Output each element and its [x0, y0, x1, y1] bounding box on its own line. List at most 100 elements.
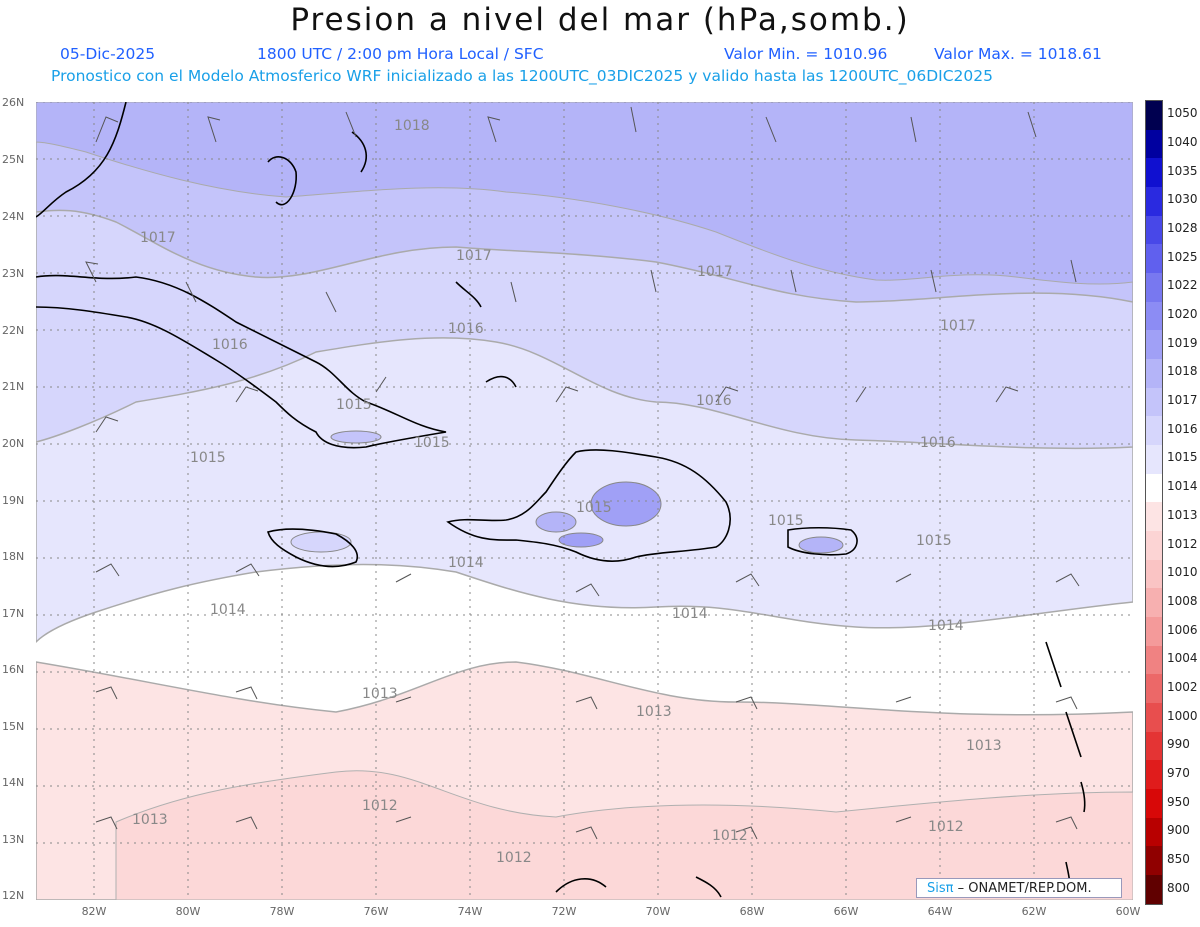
lat-label: 24N [2, 210, 25, 223]
colorbar-cell [1146, 416, 1162, 446]
label-1015-b: 1015 [414, 435, 450, 451]
wind-barbs [85, 106, 1080, 840]
label-1015-c: 1015 [190, 450, 226, 466]
colorbar-cell [1146, 531, 1162, 560]
map-title: Presion a nivel del mar (hPa,somb.) [290, 2, 910, 38]
lon-label: 62W [1021, 905, 1047, 918]
colorbar-label: 1028 [1167, 221, 1198, 236]
pressure-map: 1018 1017 1017 1017 1017 1016 1016 1016 … [36, 102, 1133, 900]
colorbar-cell [1146, 674, 1162, 704]
lat-label: 26N [2, 96, 25, 109]
cuba-coast [36, 274, 447, 449]
colorbar-cell [1146, 703, 1162, 732]
hispaniola-coast [446, 449, 731, 562]
colorbar-cell [1146, 387, 1162, 417]
lon-label: 82W [81, 905, 107, 918]
label-1016-a: 1016 [212, 337, 248, 353]
label-1015-e: 1015 [768, 513, 804, 529]
colorbar-label: 1040 [1167, 135, 1198, 150]
inagua-coast [455, 281, 482, 308]
colorbar-cell [1146, 789, 1162, 818]
lon-label: 64W [927, 905, 953, 918]
colorbar-cell [1146, 215, 1162, 245]
jamaica-coast [266, 528, 358, 568]
label-1012-d: 1012 [928, 819, 964, 835]
label-1012-b: 1012 [712, 828, 748, 844]
antilles-3 [1080, 781, 1086, 813]
contour-labels: 1018 1017 1017 1017 1017 1016 1016 1016 … [132, 118, 1002, 866]
value-min: Valor Min. = 1010.96 [724, 45, 888, 63]
colorbar-label: 1018 [1167, 364, 1198, 379]
label-1016-d: 1016 [920, 435, 956, 451]
colorbar-label: 850 [1167, 851, 1190, 866]
colorbar-label: 1020 [1167, 307, 1198, 322]
blob-hispaniola-3 [558, 532, 604, 548]
colorbar-cell [1146, 187, 1162, 216]
blob-jamaica [290, 531, 352, 553]
lon-label: 78W [269, 905, 295, 918]
lon-label: 70W [645, 905, 671, 918]
label-1015-d: 1015 [576, 500, 612, 516]
colorbar-label: 1000 [1167, 708, 1198, 723]
lat-label: 23N [2, 267, 25, 280]
colorbar-cell [1146, 359, 1162, 388]
lat-label: 16N [2, 663, 25, 676]
colorbar-label: 900 [1167, 823, 1190, 838]
blob-cuba-east [330, 430, 382, 444]
colorbar-cell [1146, 760, 1162, 790]
label-1014-c: 1014 [672, 606, 708, 622]
colorbar-cell [1146, 875, 1162, 904]
lat-label: 12N [2, 889, 25, 902]
lon-label: 80W [175, 905, 201, 918]
colorbar-cell [1146, 244, 1162, 274]
label-1015-f: 1015 [916, 533, 952, 549]
lon-label: 76W [363, 905, 389, 918]
coastlines [36, 102, 1086, 898]
lat-label: 15N [2, 720, 25, 733]
colorbar-label: 1016 [1167, 421, 1198, 436]
colorbar-label: 1015 [1167, 450, 1198, 465]
colorbar-cell [1146, 588, 1162, 618]
colorbar-label: 1008 [1167, 593, 1198, 608]
colorbar-cell [1146, 273, 1162, 302]
band-1012 [115, 770, 1133, 900]
colorbar-label: 950 [1167, 794, 1190, 809]
label-1017-d: 1017 [940, 318, 976, 334]
lon-label: 68W [739, 905, 765, 918]
label-1013-b: 1013 [636, 704, 672, 720]
colorbar-label: 1030 [1167, 192, 1198, 207]
colorbar [1145, 100, 1163, 905]
sis-logo-text: Sisπ [927, 881, 954, 896]
label-1015-a: 1015 [336, 397, 372, 413]
label-1013-a: 1013 [362, 686, 398, 702]
lat-label: 22N [2, 324, 25, 337]
forecast-time: 1800 UTC / 2:00 pm Hora Local / SFC [257, 45, 544, 63]
lon-label: 74W [457, 905, 483, 918]
antilles-2 [1065, 711, 1082, 758]
turks-coast [485, 375, 517, 388]
label-1014-d: 1014 [928, 618, 964, 634]
blob-hispaniola-2 [535, 511, 577, 533]
colorbar-label: 1004 [1167, 651, 1198, 666]
colorbar-cell [1146, 731, 1162, 761]
label-1013-d: 1013 [132, 812, 168, 828]
colorbar-label: 1006 [1167, 622, 1198, 637]
value-max: Valor Max. = 1018.61 [934, 45, 1102, 63]
colorbar-label: 1017 [1167, 393, 1198, 408]
colorbar-cell [1146, 645, 1162, 675]
label-1014-b: 1014 [210, 602, 246, 618]
colorbar-cell [1146, 817, 1162, 847]
colorbar-label: 1022 [1167, 278, 1198, 293]
puertorico-coast [787, 526, 858, 556]
colorbar-cell [1146, 473, 1162, 503]
label-1018: 1018 [394, 118, 430, 134]
colorbar-label: 800 [1167, 880, 1190, 895]
label-1012-a: 1012 [362, 798, 398, 814]
lat-label: 18N [2, 550, 25, 563]
colorbar-cell [1146, 846, 1162, 876]
colorbar-cell [1146, 445, 1162, 474]
band-1018 [36, 102, 1133, 285]
antilles-1 [1045, 641, 1062, 688]
florida-coast [36, 102, 127, 218]
colorbar-cell [1146, 502, 1162, 532]
